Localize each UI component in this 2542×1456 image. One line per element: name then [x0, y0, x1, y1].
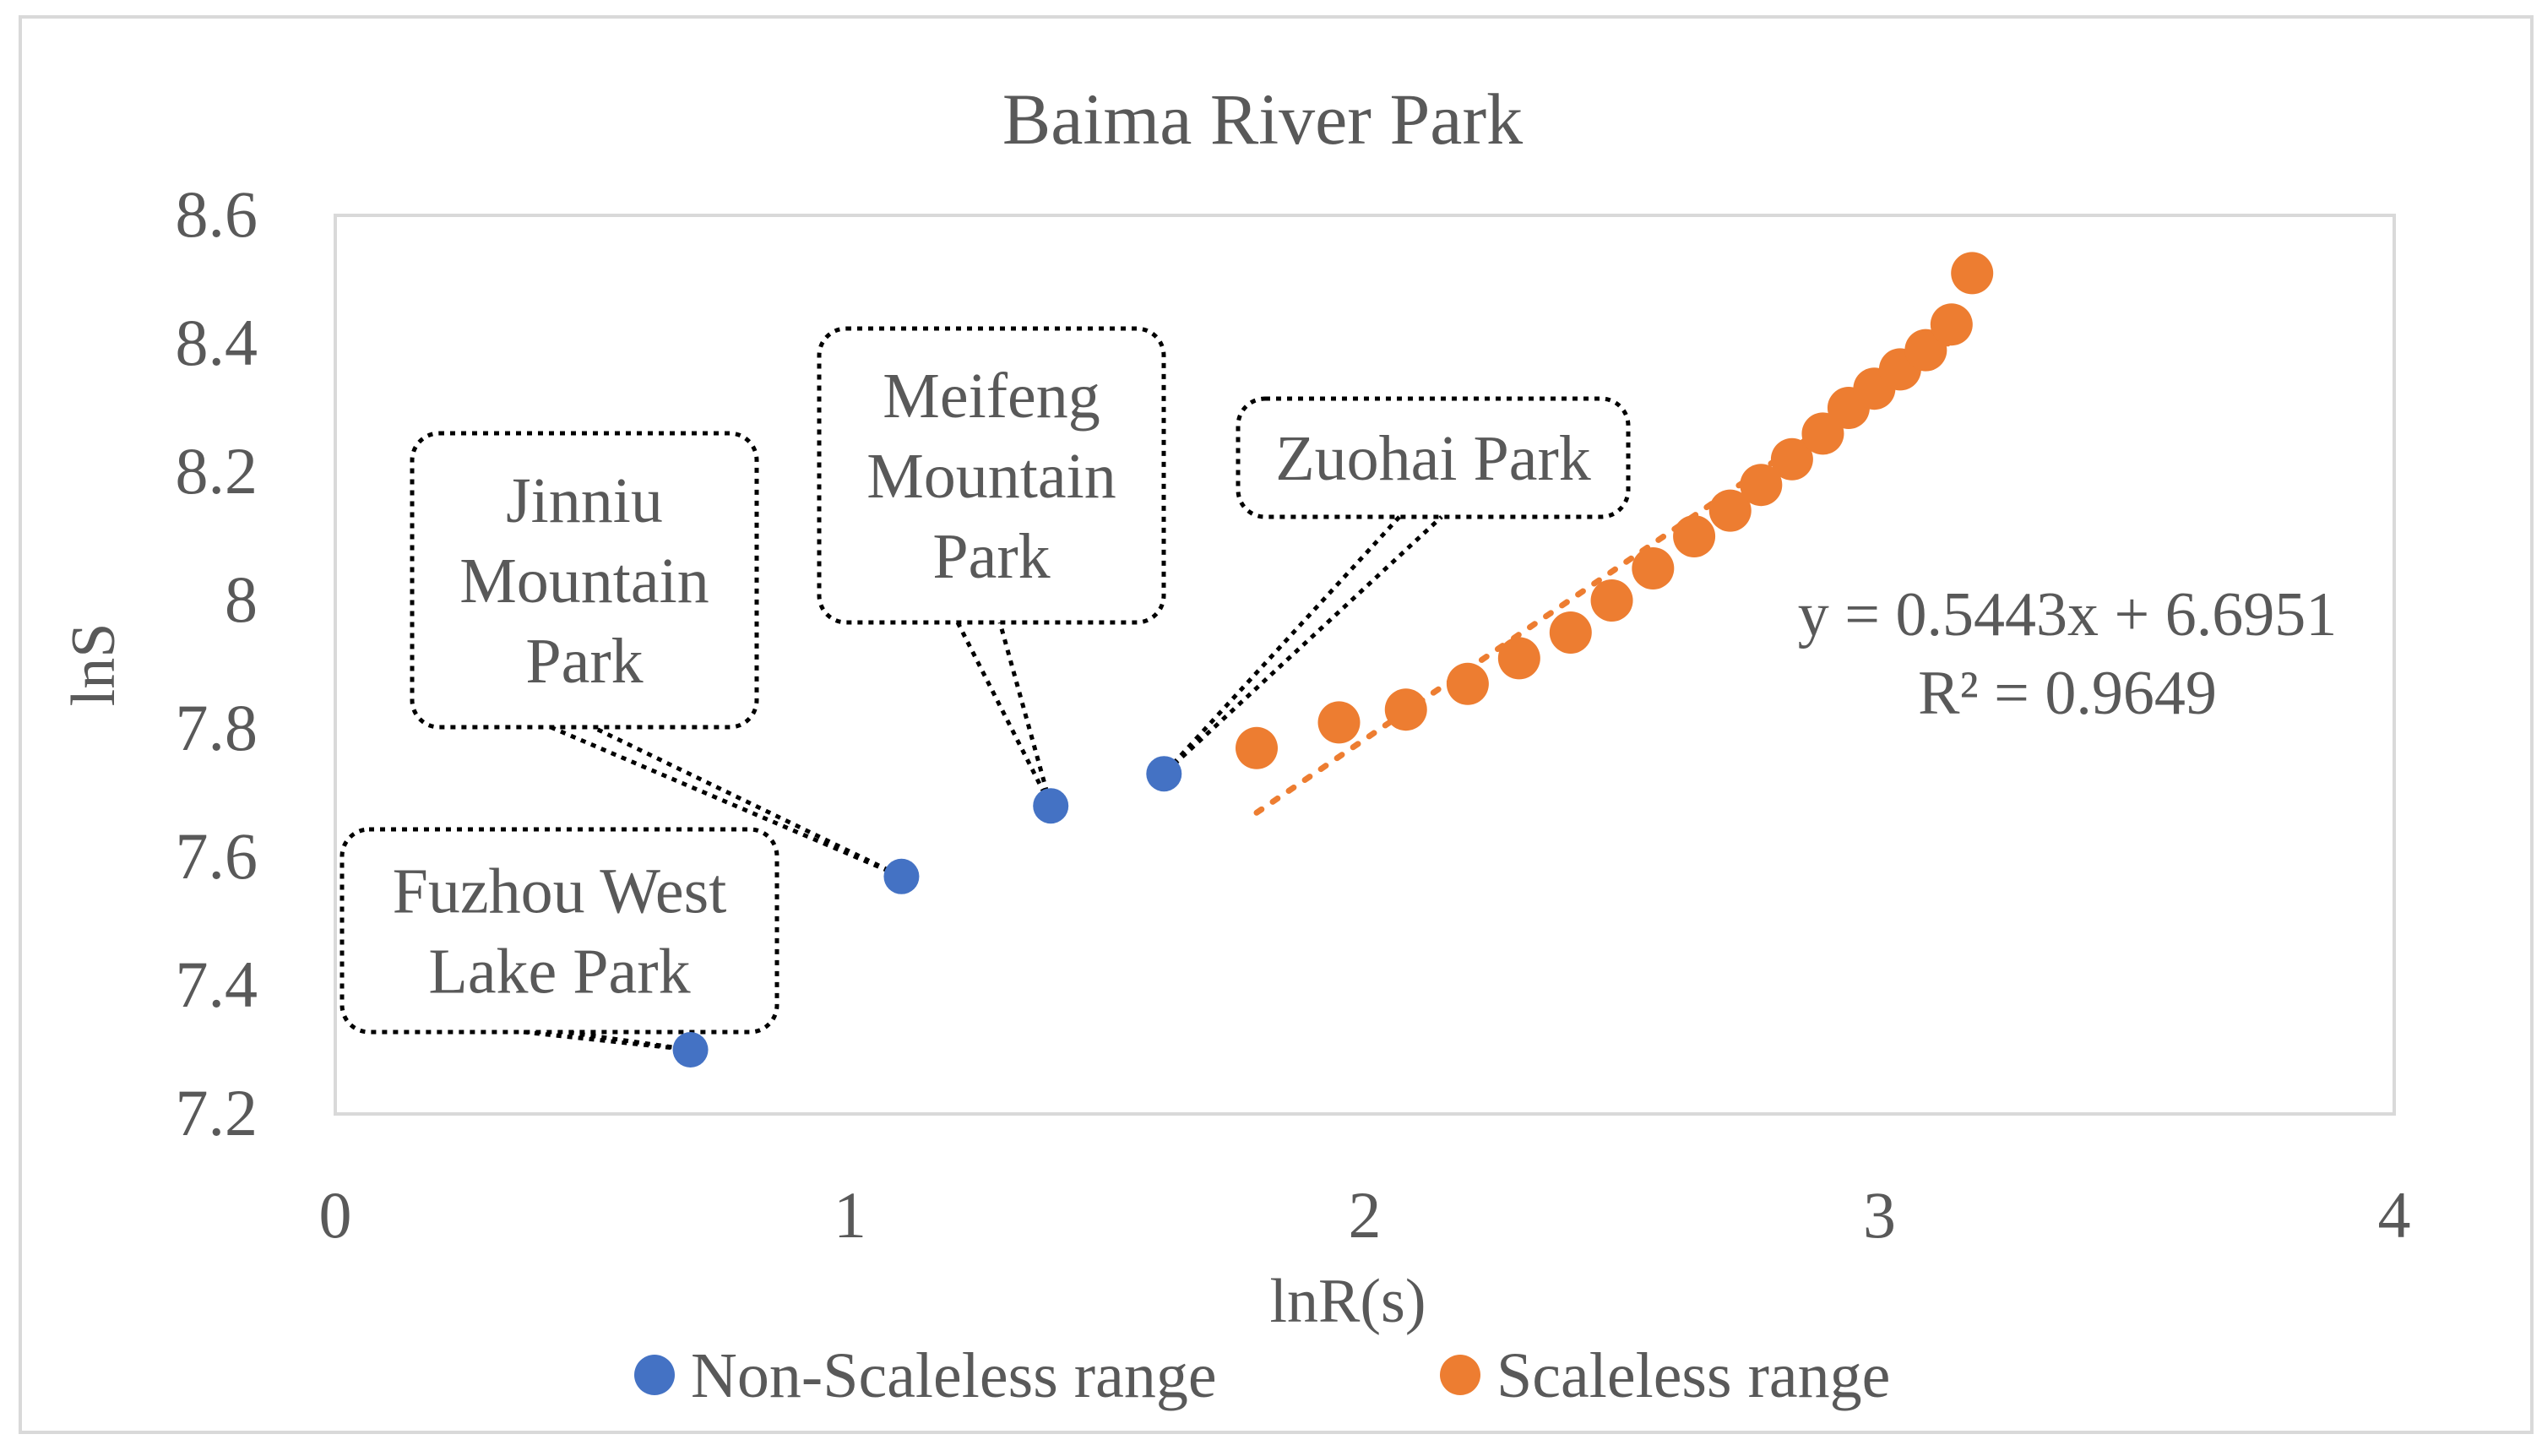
point-non-scaleless — [883, 858, 920, 894]
x-tick-label: 1 — [834, 1178, 866, 1252]
point-scaleless — [1770, 437, 1813, 481]
callout-label: Park — [525, 626, 643, 697]
callout-label: Lake Park — [428, 937, 690, 1008]
point-scaleless — [1236, 726, 1279, 769]
callout-box — [339, 827, 779, 1035]
point-scaleless — [1708, 489, 1752, 532]
point-scaleless — [1930, 303, 1973, 346]
point-non-scaleless — [1146, 756, 1182, 792]
legend-label: Non-Scaleless range — [691, 1340, 1217, 1411]
callout-box — [410, 431, 759, 730]
callout-label: Meifeng — [883, 361, 1100, 432]
callout-label: Fuzhou West — [393, 856, 727, 927]
x-tick-label: 0 — [319, 1178, 352, 1252]
legend-marker — [634, 1355, 675, 1395]
point-scaleless — [1632, 547, 1675, 589]
y-tick-label: 7.8 — [176, 691, 258, 764]
point-scaleless — [1801, 412, 1844, 455]
x-tick-label: 4 — [2378, 1178, 2411, 1252]
callout-leader — [955, 621, 1053, 807]
point-scaleless — [1497, 637, 1540, 680]
point-scaleless — [1317, 701, 1361, 744]
legend-label: Scaleless range — [1496, 1340, 1890, 1411]
y-axis-ticks: 7.2 7.4 7.6 7.8 8 8.2 8.4 8.6 — [176, 177, 258, 1149]
point-scaleless — [1673, 515, 1716, 557]
trendline-r2: R² = 0.9649 — [1918, 659, 2217, 728]
x-tick-label: 3 — [1863, 1178, 1896, 1252]
legend-marker — [1440, 1355, 1480, 1395]
callout: Fuzhou West Lake Park — [339, 827, 779, 1052]
point-scaleless — [1384, 688, 1427, 731]
legend-item: Non-Scaleless range — [634, 1340, 1217, 1411]
y-tick-label: 7.6 — [176, 819, 258, 893]
legend-item: Scaleless range — [1440, 1340, 1890, 1411]
y-tick-label: 7.2 — [176, 1076, 258, 1149]
callout-label: Mountain — [866, 441, 1116, 512]
callout-leader — [523, 1030, 691, 1052]
callout: Jinniu Mountain Park — [410, 431, 903, 879]
point-scaleless — [1951, 252, 1994, 295]
callout: Meifeng Mountain Park — [817, 326, 1166, 807]
point-scaleless — [1446, 662, 1489, 705]
data-points — [672, 252, 1994, 1068]
y-tick-label: 8.4 — [176, 306, 258, 379]
plot-border — [334, 214, 2396, 1116]
point-non-scaleless — [672, 1032, 709, 1068]
y-tick-label: 8.2 — [176, 434, 258, 508]
x-axis-ticks: 0 1 2 3 4 — [319, 1178, 2411, 1252]
legend: Non-Scaleless range Scaleless range — [634, 1340, 1890, 1411]
y-axis-label: lnS — [59, 623, 128, 707]
callout-leader — [1162, 515, 1443, 776]
callout-label: Park — [932, 521, 1050, 592]
callout-label: Mountain — [459, 546, 709, 617]
callout-label: Zuohai Park — [1275, 423, 1591, 494]
y-tick-label: 8 — [225, 562, 258, 636]
callout-box — [1236, 396, 1631, 519]
point-scaleless — [1549, 611, 1592, 654]
plot-area — [334, 214, 2396, 1116]
callout-label: Jinniu — [506, 465, 663, 536]
callout-box — [817, 326, 1166, 625]
x-axis-label: lnR(s) — [1270, 1267, 1426, 1336]
y-tick-label: 8.6 — [176, 177, 258, 251]
x-tick-label: 2 — [1349, 1178, 1382, 1252]
callout: Zuohai Park — [1162, 396, 1631, 776]
point-scaleless — [1590, 579, 1633, 622]
point-scaleless — [1740, 464, 1783, 507]
trendline-equation: y = 0.5443x + 6.6951 — [1798, 580, 2337, 649]
point-non-scaleless — [1033, 788, 1069, 824]
point-scaleless — [1904, 329, 1947, 372]
chart-title: Baima River Park — [1002, 79, 1523, 160]
y-tick-label: 7.4 — [176, 948, 258, 1021]
